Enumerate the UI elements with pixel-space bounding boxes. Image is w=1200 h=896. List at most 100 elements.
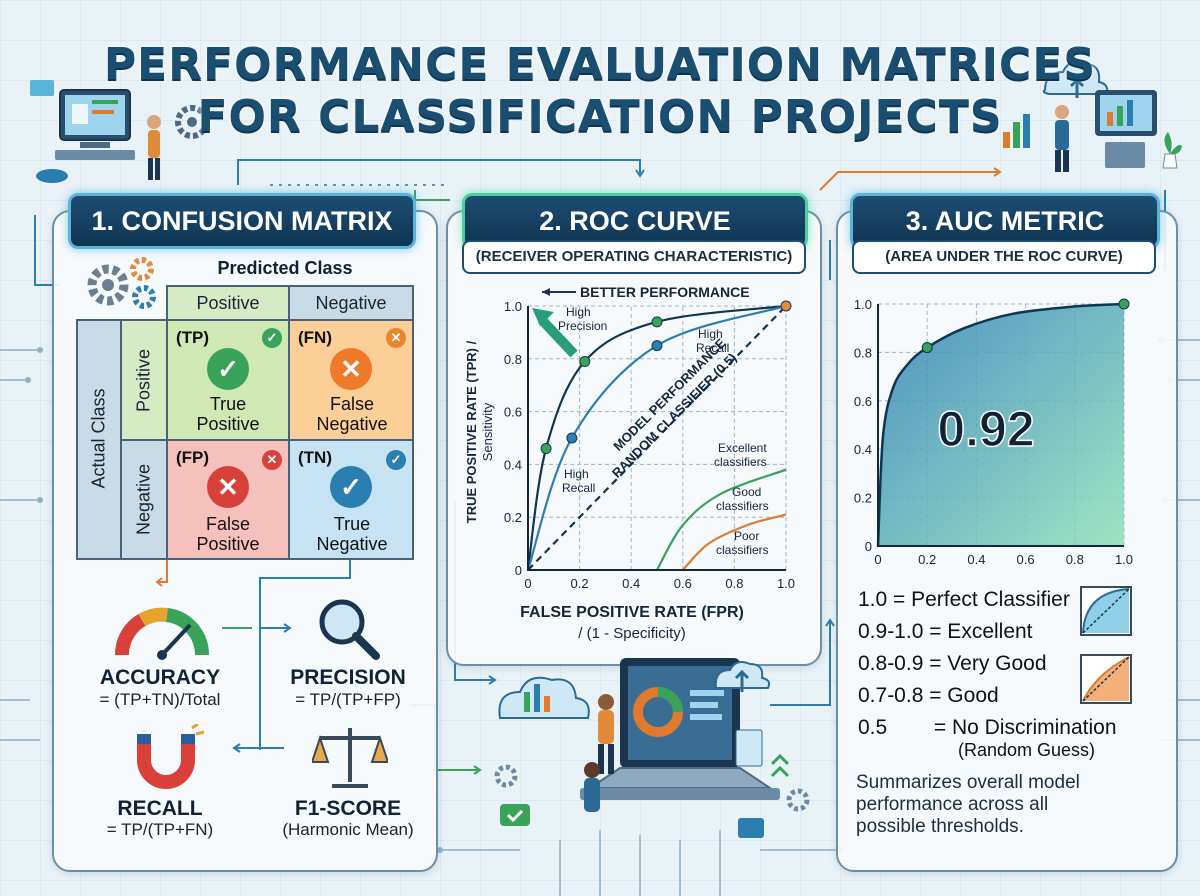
roc-point [651, 316, 663, 328]
roc-xtick-label: 1.0 [777, 576, 795, 591]
cloud-icon [1042, 61, 1109, 95]
recall-formula: = TP/(TP+FN) [106, 820, 214, 839]
row-header-negative [120, 439, 168, 560]
tn-code: (TN) [298, 448, 332, 467]
auc-summary-1: Summarizes overall model [856, 772, 1080, 793]
check-badge-icon: ✓ [262, 328, 282, 348]
roc-panel [446, 210, 822, 666]
roc-point [540, 443, 552, 455]
roc-ytick-label: 1.0 [504, 299, 522, 314]
gear-icon [175, 105, 209, 139]
roc-xtick-label: 0.4 [622, 576, 640, 591]
fp-line2: Positive [196, 534, 260, 554]
good-curve-thumbnail [1080, 654, 1132, 704]
fp-name: False Positive [168, 514, 288, 554]
roc-point [566, 432, 578, 444]
predicted-class-label: Predicted Class [217, 258, 353, 278]
auc-area-fill [878, 304, 1124, 546]
excellent-label-1: Excellent [718, 441, 767, 455]
center-illustration [494, 658, 810, 838]
chevrons-up-icon [770, 753, 790, 778]
tp-line1: True [209, 394, 247, 414]
row-negative-label: Negative [133, 463, 154, 536]
check-badge-icon: ✓ [386, 450, 406, 470]
auc-scale-5: 0.5 = No Discrimination [858, 716, 1117, 739]
roc-xtick-label: 0.6 [674, 576, 692, 591]
high-recall-label-1: High [698, 327, 723, 341]
right-illustration [1003, 61, 1182, 172]
high-recall-label-2: Recall [696, 341, 729, 355]
precision-formula: = TP/(TP+FP) [295, 690, 401, 709]
roc-point [780, 300, 792, 312]
page-title-line2: FOR CLASSIFICATION PROJECTS [197, 91, 1003, 142]
check-circle-icon: ✓ [207, 348, 249, 390]
roc-ytick-label: 0.6 [504, 405, 522, 420]
x-circle-icon: ✕ [330, 348, 372, 390]
bar-chart-icon [1003, 132, 1010, 148]
high-recall-label-4: Recall [562, 481, 595, 495]
accuracy-name: ACCURACY [99, 666, 221, 689]
auc-point [1118, 298, 1130, 310]
auc-ytick-label: 1.0 [854, 297, 872, 312]
auc-chart: 0 0.2 0.4 0.6 0.8 1.0 0 0.2 0.4 0.6 0.8 1.0 0.92 [854, 297, 1133, 567]
person-icon [1055, 120, 1069, 150]
high-recall-label-3: High [564, 467, 589, 481]
auc-summary: Summarizes overall model performance acr… [856, 772, 1156, 838]
auc-summary-2: performance across all [856, 794, 1049, 815]
auc-subheading: (AREA UNDER THE ROC CURVE) [852, 240, 1156, 274]
gear-icon [494, 764, 518, 788]
magnet-icon [137, 724, 205, 789]
model-performance-label: MODEL PERFORMANCE [610, 335, 728, 453]
roc-point [651, 340, 663, 352]
roc-xtick-label: 0 [524, 576, 531, 591]
auc-ytick-label: 0.8 [854, 345, 872, 360]
auc-summary-3: possible thresholds. [856, 816, 1024, 837]
auc-xtick-label: 0.4 [967, 552, 985, 567]
person-icon [598, 710, 614, 744]
confusion-matrix-heading: 1. CONFUSION MATRIX [68, 193, 416, 249]
tp-code: (TP) [176, 328, 210, 347]
auc-scale-3: 0.8-0.9 = Very Good [858, 652, 1047, 675]
magnifier-icon [319, 599, 380, 660]
auc-axes [877, 304, 1124, 547]
roc-chart: 0 0.2 0.4 0.6 0.8 1.0 0 0.2 0.4 0.6 0.8 1.0 BETTER … [464, 284, 795, 642]
fn-code: (FN) [298, 328, 332, 347]
up-left-arrow [538, 316, 578, 358]
precision-name: PRECISION [290, 666, 406, 689]
perfect-curve-thumbnail [1080, 586, 1132, 636]
roc-series-line [681, 513, 787, 571]
auc-xtick-label: 0.6 [1017, 552, 1035, 567]
auc-scale-4: 0.7-0.8 = Good [858, 684, 999, 707]
page-title-line1: PERFORMANCE EVALUATION MATRICES [103, 39, 1097, 90]
better-performance-label: BETTER PERFORMANCE [580, 284, 750, 300]
coin-icon [36, 169, 68, 183]
roc-ytick-label: 0 [515, 563, 522, 578]
roc-series-line [656, 468, 787, 571]
fn-line1: False [329, 394, 374, 414]
col-negative-label: Negative [315, 293, 387, 313]
fn-line2: Negative [316, 414, 388, 434]
x-badge-icon: ✕ [262, 450, 282, 470]
tn-name: True Negative [292, 514, 412, 554]
roc-ytick-label: 0.8 [504, 352, 522, 367]
roc-subheading: (RECEIVER OPERATING CHARACTERISTIC) [462, 240, 806, 274]
auc-scale-note: (Random Guess) [958, 740, 1096, 760]
col-header-negative: Negative [288, 285, 414, 321]
roc-xtick-label: 0.2 [571, 576, 589, 591]
f1-name: F1-SCORE [294, 797, 402, 820]
x-badge-icon: ✕ [386, 328, 406, 348]
tp-name: True Positive [168, 394, 288, 434]
chip-icon [738, 818, 764, 838]
roc-ylabel-1: TRUE POSITIVE RATE (TPR) / [464, 340, 479, 523]
auc-scale-1: 1.0 = Perfect Classifier [858, 588, 1070, 611]
auc-point [921, 342, 933, 354]
roc-ytick-label: 0.4 [504, 457, 522, 472]
auc-heading: 3. AUC METRIC [850, 193, 1160, 249]
left-illustration [30, 80, 209, 183]
check-chip-icon [500, 804, 530, 826]
actual-class-label: Actual Class [88, 388, 109, 489]
gears-icon [87, 257, 156, 309]
tn-line1: True [333, 514, 371, 534]
good-label-1: Good [732, 485, 761, 499]
roc-xlabel-2: / (1 - Specificity) [578, 625, 686, 642]
